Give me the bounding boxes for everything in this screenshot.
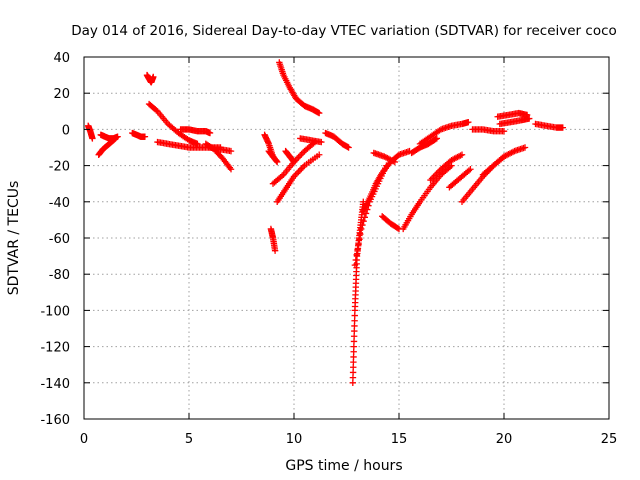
series-arc-12: [265, 147, 281, 166]
data-point: [352, 256, 359, 264]
data-point: [274, 158, 281, 166]
data-point: [227, 166, 235, 173]
data-point: [358, 225, 365, 233]
series-arc-19: [322, 129, 352, 151]
y-tick-label: -160: [40, 413, 70, 428]
data-point: [206, 129, 214, 137]
y-tick-label: -60: [49, 232, 70, 247]
data-point: [465, 118, 472, 126]
series-arc-23: [370, 149, 398, 166]
x-tick-label: 25: [601, 432, 618, 447]
series-arc-22: [360, 147, 413, 215]
data-point: [318, 138, 325, 146]
series-arc-06: [145, 100, 201, 148]
data-point: [295, 154, 302, 161]
data-point: [394, 224, 401, 232]
data-point: [316, 151, 323, 158]
series-arc-32: [479, 144, 529, 178]
series-arc-35: [532, 120, 566, 131]
series-arc-14: [276, 59, 323, 117]
y-tick-label: -120: [40, 341, 70, 356]
series-arc-29: [446, 166, 474, 191]
x-tick-label: 20: [496, 432, 513, 447]
series-arc-20: [349, 198, 367, 386]
x-axis-label: GPS time / hours: [285, 458, 402, 474]
x-tick-label: 15: [391, 432, 408, 447]
data-point: [298, 151, 305, 158]
series-arc-25: [400, 162, 455, 233]
series-arc-10: [206, 144, 235, 155]
data-point: [345, 144, 352, 151]
y-tick-label: -80: [49, 268, 70, 283]
series-arc-27: [416, 118, 472, 148]
y-tick-label: -40: [49, 196, 70, 211]
y-tick-label: 0: [62, 123, 70, 138]
data-point: [430, 173, 437, 181]
data-point: [500, 128, 508, 135]
data-point: [360, 217, 367, 225]
y-tick-label: -100: [40, 304, 70, 319]
series-arc-01: [85, 122, 96, 142]
y-tick-label: -140: [40, 377, 70, 392]
x-tick-label: 0: [80, 432, 88, 447]
y-tick-label: -20: [49, 160, 70, 175]
data-point: [296, 152, 304, 159]
data-point: [433, 135, 440, 142]
series-arc-16: [274, 151, 323, 205]
data-point: [298, 165, 305, 172]
data-point: [391, 158, 398, 166]
data-point: [299, 163, 307, 171]
data-point: [150, 73, 157, 81]
data-point: [355, 241, 362, 248]
data-point: [432, 136, 439, 143]
data-point: [526, 115, 533, 122]
y-tick-label: 40: [53, 51, 70, 66]
series-arc-04: [129, 129, 149, 140]
series-arc-03: [97, 131, 121, 142]
series-arc-13: [267, 225, 279, 254]
data-point: [227, 147, 235, 155]
series-arc-34: [496, 115, 533, 128]
data-point: [141, 133, 149, 140]
data-point: [361, 214, 368, 221]
series-arc-05: [143, 71, 157, 86]
data-point: [316, 109, 323, 117]
y-tick-labels: 40 20 0 -20 -40 -60 -80 -100 -120 -140 -160: [40, 51, 70, 428]
x-tick-label: 5: [185, 432, 193, 447]
data-point: [296, 167, 304, 174]
x-tick-labels: 0 5 10 15 20 25: [80, 432, 617, 447]
data-point: [356, 236, 363, 243]
data-point: [114, 133, 121, 140]
series-arc-08: [177, 126, 214, 137]
y-axis-label: SDTVAR / TECUs: [6, 181, 22, 296]
data-point: [89, 135, 96, 142]
data-point: [467, 166, 474, 173]
series-arc-17: [282, 147, 298, 166]
data-point: [448, 162, 455, 169]
series-arc-31: [469, 126, 508, 135]
data-point: [458, 151, 466, 158]
grid-lines: [84, 57, 609, 419]
series-arc-18: [297, 135, 325, 146]
data-point: [353, 251, 360, 259]
data-point: [271, 247, 279, 254]
data-point: [359, 221, 366, 229]
chart-title: Day 014 of 2016, Sidereal Day-to-day VTE…: [71, 23, 617, 39]
data-point: [351, 261, 359, 269]
series-arc-28: [427, 151, 466, 184]
data-point: [357, 230, 364, 238]
data-point: [295, 168, 302, 176]
y-tick-label: 20: [53, 87, 70, 102]
data-points: [85, 59, 566, 386]
axis-ticks: [83, 56, 610, 420]
data-point: [521, 144, 529, 151]
data-point: [290, 158, 298, 166]
data-point: [428, 175, 436, 182]
data-point: [559, 124, 566, 131]
data-point: [354, 246, 361, 253]
series-arc-24: [379, 213, 403, 233]
data-point: [293, 170, 301, 177]
x-tick-label: 10: [286, 432, 303, 447]
